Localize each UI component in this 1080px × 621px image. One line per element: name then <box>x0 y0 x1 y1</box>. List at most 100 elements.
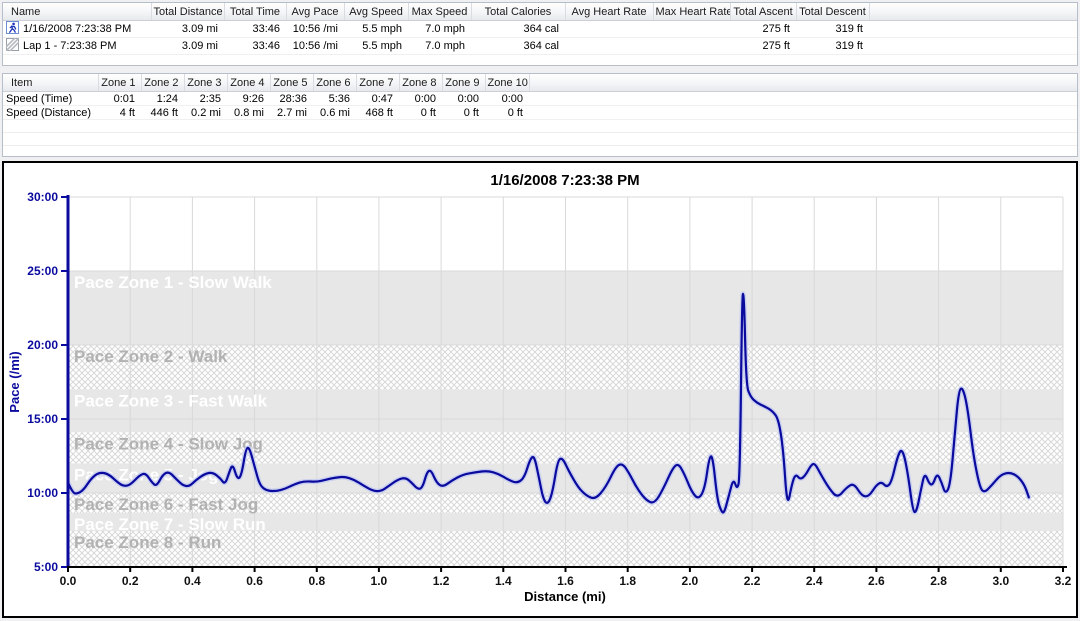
column-header-total-descent[interactable]: Total Descent <box>796 3 870 21</box>
x-tick-label: 2.8 <box>930 574 947 588</box>
x-tick-label: 0.8 <box>308 574 325 588</box>
column-header-max-heart-rate[interactable]: Max Heart Rate <box>653 3 731 21</box>
x-tick-label: 2.4 <box>806 574 823 588</box>
zone-label-pace-zone-3-fast-walk: Pace Zone 3 - Fast Walk <box>74 391 268 410</box>
table-cell: 0 ft <box>485 105 529 120</box>
zone-label-pace-zone-2-walk: Pace Zone 2 - Walk <box>74 347 228 366</box>
table-cell[interactable]: 1/16/2008 7:23:38 PM <box>3 20 151 38</box>
table-cell: 4 ft <box>98 105 141 120</box>
table-cell: 2.7 mi <box>270 105 313 120</box>
table-cell: 0.8 mi <box>227 105 270 120</box>
table-cell: 7.0 mph <box>408 20 471 38</box>
table-row[interactable]: Speed (Time) 0:01 1:24 2:35 9:26 28:36 5:36 0:4… <box>3 91 1077 106</box>
table-cell: 275 ft <box>730 37 796 55</box>
empty-row <box>3 146 1077 157</box>
runner-icon <box>6 21 19 37</box>
table-cell: 0:00 <box>399 91 442 106</box>
y-tick-label: 25:00 <box>27 264 58 278</box>
column-header-zone-1[interactable]: Zone 1 <box>98 74 142 92</box>
table-cell: 3.09 mi <box>151 37 224 55</box>
session-summary-table: Name Total Distance Total Time Avg Pace Avg … <box>2 2 1078 66</box>
chart-title: 1/16/2008 7:23:38 PM <box>490 172 639 189</box>
column-header-filler <box>869 3 1077 21</box>
column-header-zone-6[interactable]: Zone 6 <box>313 74 357 92</box>
column-header-total-calories[interactable]: Total Calories <box>471 3 566 21</box>
lap-icon <box>4 37 21 54</box>
pace-chart-panel: Pace Zone 1 - Slow Walk Pace Zone 2 - Wal… <box>2 161 1078 618</box>
empty-row <box>3 55 1077 66</box>
x-tick-label: 1.0 <box>371 574 388 588</box>
table-cell: 364 cal <box>471 37 565 55</box>
table-row[interactable]: Speed (Distance) 4 ft 446 ft 0.2 mi 0.8 mi 2.… <box>3 105 1077 120</box>
pace-chart: Pace Zone 1 - Slow Walk Pace Zone 2 - Wal… <box>7 172 1072 604</box>
header-row: Name Total Distance Total Time Avg Pace Avg … <box>3 3 1077 21</box>
column-header-zone-2[interactable]: Zone 2 <box>141 74 185 92</box>
table-cell: 28:36 <box>270 91 313 106</box>
table-row[interactable]: 1/16/2008 7:23:38 PM 3.09 mi 33:46 10:56 /m… <box>3 20 1077 38</box>
column-header-total-ascent[interactable]: Total Ascent <box>730 3 797 21</box>
table-cell: 0:00 <box>442 91 485 106</box>
y-tick-label: 5:00 <box>34 560 58 574</box>
table-cell: 10:56 /mi <box>286 37 344 55</box>
y-tick-label: 15:00 <box>27 412 58 426</box>
session-table: Name Total Distance Total Time Avg Pace Avg … <box>3 3 1077 65</box>
column-header-item[interactable]: Item <box>3 74 99 92</box>
table-cell: 0.6 mi <box>313 105 356 120</box>
pace-series-line <box>68 292 1030 514</box>
table-cell: 446 ft <box>141 105 184 120</box>
zone-label-pace-zone-1-slow-walk: Pace Zone 1 - Slow Walk <box>74 273 272 292</box>
table-cell: 33:46 <box>224 20 286 38</box>
table-cell: 9:26 <box>227 91 270 106</box>
zone-label-pace-zone-4-slow-jog: Pace Zone 4 - Slow Jog <box>74 434 263 453</box>
column-header-avg-heart-rate[interactable]: Avg Heart Rate <box>565 3 654 21</box>
x-tick-label: 2.6 <box>868 574 885 588</box>
zone-label-pace-zone-6-fast-jog: Pace Zone 6 - Fast Jog <box>74 495 258 514</box>
column-header-avg-pace[interactable]: Avg Pace <box>286 3 345 21</box>
tick-labels: 30:00 25:00 20:00 15:00 10:00 5:000.0 0.2 0.4 0.… <box>27 190 1071 588</box>
table-row[interactable]: Lap 1 - 7:23:38 PM 3.09 mi 33:46 10:56 /mi 5… <box>3 37 1077 55</box>
x-tick-label: 1.8 <box>619 574 636 588</box>
column-header-total-time[interactable]: Total Time <box>224 3 287 21</box>
y-axis-label: Pace (/mi) <box>7 351 22 412</box>
table-cell: 0 ft <box>442 105 485 120</box>
row-label: Speed (Distance) <box>6 106 91 119</box>
table-cell-filler <box>869 37 1077 55</box>
y-tick-label: 30:00 <box>27 190 58 204</box>
table-cell: 468 ft <box>356 105 399 120</box>
column-header-zone-4[interactable]: Zone 4 <box>227 74 271 92</box>
table-cell[interactable]: Speed (Distance) <box>3 105 98 120</box>
x-tick-label: 0.4 <box>184 574 201 588</box>
column-header-total-distance[interactable]: Total Distance <box>151 3 225 21</box>
column-header-zone-10[interactable]: Zone 10 <box>485 74 530 92</box>
table-cell-filler <box>529 91 1077 106</box>
table-cell <box>653 37 730 55</box>
column-header-avg-speed[interactable]: Avg Speed <box>344 3 409 21</box>
zone-label-pace-zone-7-slow-run: Pace Zone 7 - Slow Run <box>74 515 266 534</box>
zone-label-pace-zone-8-run: Pace Zone 8 - Run <box>74 533 221 552</box>
column-header-zone-9[interactable]: Zone 9 <box>442 74 486 92</box>
table-cell[interactable]: Lap 1 - 7:23:38 PM <box>3 37 151 55</box>
y-tick-label: 20:00 <box>27 338 58 352</box>
x-tick-label: 2.0 <box>682 574 699 588</box>
table-cell: 364 cal <box>471 20 565 38</box>
table-cell: 5.5 mph <box>344 20 408 38</box>
table-cell[interactable]: Speed (Time) <box>3 91 98 106</box>
x-tick-label: 0.6 <box>246 574 263 588</box>
table-cell: 2:35 <box>184 91 227 106</box>
table-cell: 1:24 <box>141 91 184 106</box>
x-tick-label: 3.0 <box>992 574 1009 588</box>
x-tick-label: 1.2 <box>433 574 450 588</box>
table-cell: 33:46 <box>224 37 286 55</box>
column-header-zone-8[interactable]: Zone 8 <box>399 74 443 92</box>
x-tick-label: 1.6 <box>557 574 574 588</box>
column-header-zone-5[interactable]: Zone 5 <box>270 74 314 92</box>
column-header-zone-3[interactable]: Zone 3 <box>184 74 228 92</box>
header-row: Item Zone 1 Zone 2 Zone 3 Zone 4 Zone 5 Zone 6… <box>3 74 1077 92</box>
x-axis-label: Distance (mi) <box>524 589 606 604</box>
x-tick-label: 0.2 <box>122 574 139 588</box>
column-header-max-speed[interactable]: Max Speed <box>408 3 472 21</box>
column-header-name[interactable]: Name <box>3 3 152 21</box>
x-tick-label: 1.4 <box>495 574 512 588</box>
column-header-zone-7[interactable]: Zone 7 <box>356 74 400 92</box>
zone-table: Item Zone 1 Zone 2 Zone 3 Zone 4 Zone 5 Zone 6… <box>3 74 1077 156</box>
